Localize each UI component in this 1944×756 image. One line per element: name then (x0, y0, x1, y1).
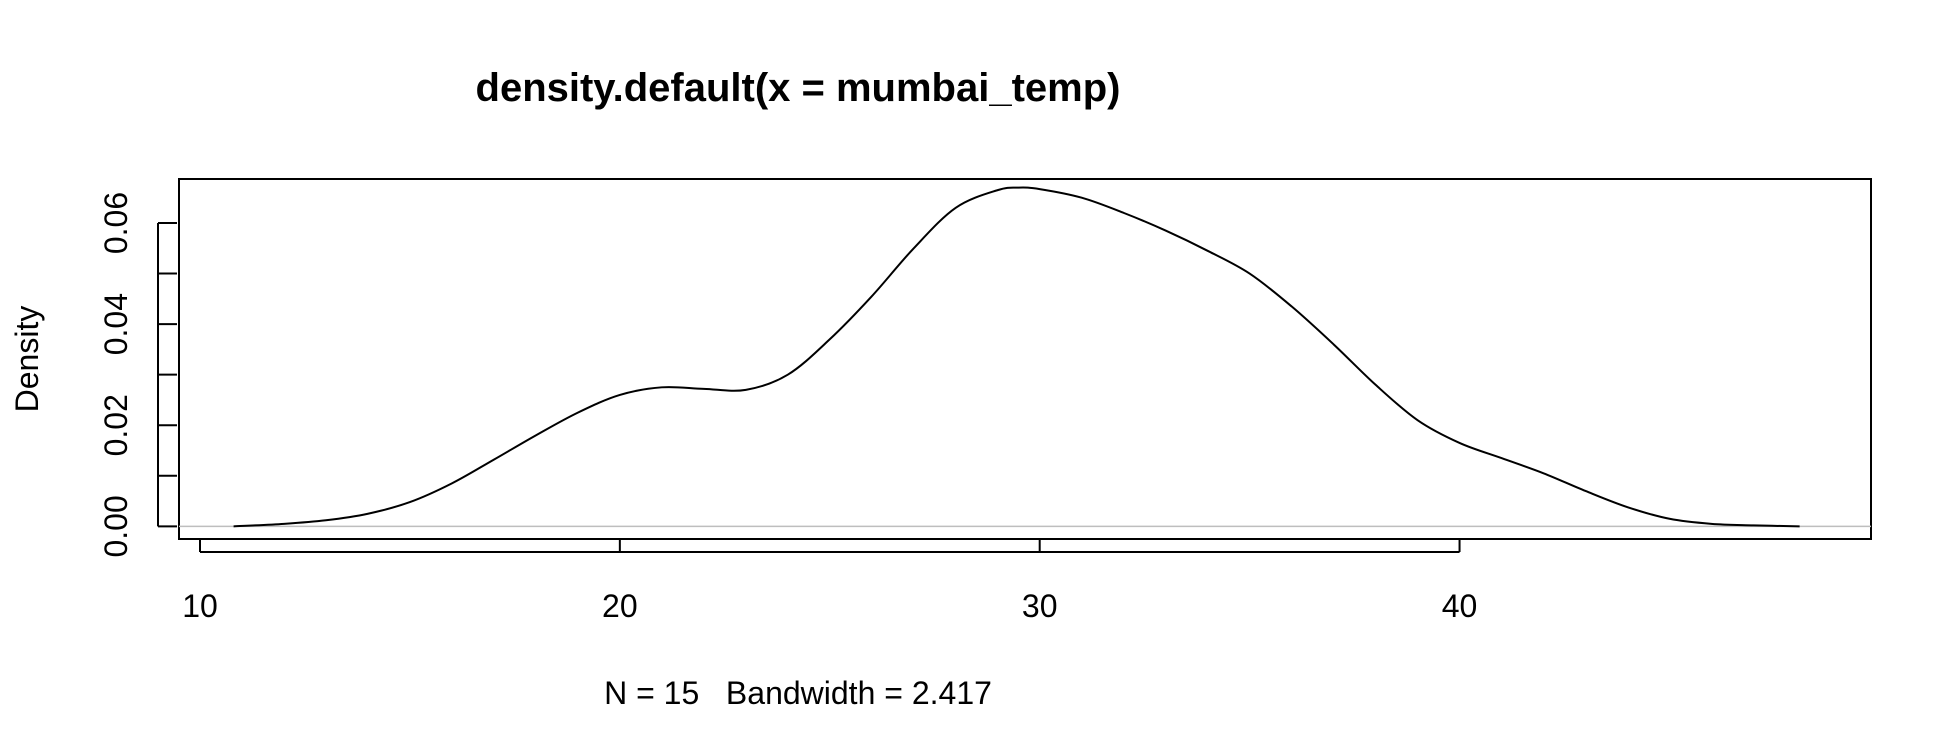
plot-box (178, 178, 1872, 540)
y-axis-title: Density (9, 306, 45, 413)
chart-title: density.default(x = mumbai_temp) (476, 66, 1121, 110)
y-axis: 0.00 0.02 0.04 0.06 (98, 192, 177, 558)
x-tick-label: 20 (602, 588, 638, 624)
x-tick-label: 30 (1022, 588, 1058, 624)
y-tick-label: 0.06 (98, 192, 134, 254)
y-tick-label: 0.04 (98, 293, 134, 355)
density-curve (233, 186, 1800, 528)
y-tick-label: 0.00 (98, 495, 134, 557)
y-tick-label: 0.02 (98, 394, 134, 456)
x-axis-title: N = 15 Bandwidth = 2.417 (604, 675, 992, 711)
x-tick-label: 10 (182, 588, 218, 624)
density-series (233, 186, 1800, 528)
x-axis: 10 20 30 40 (182, 539, 1477, 624)
x-tick-label: 40 (1442, 588, 1478, 624)
